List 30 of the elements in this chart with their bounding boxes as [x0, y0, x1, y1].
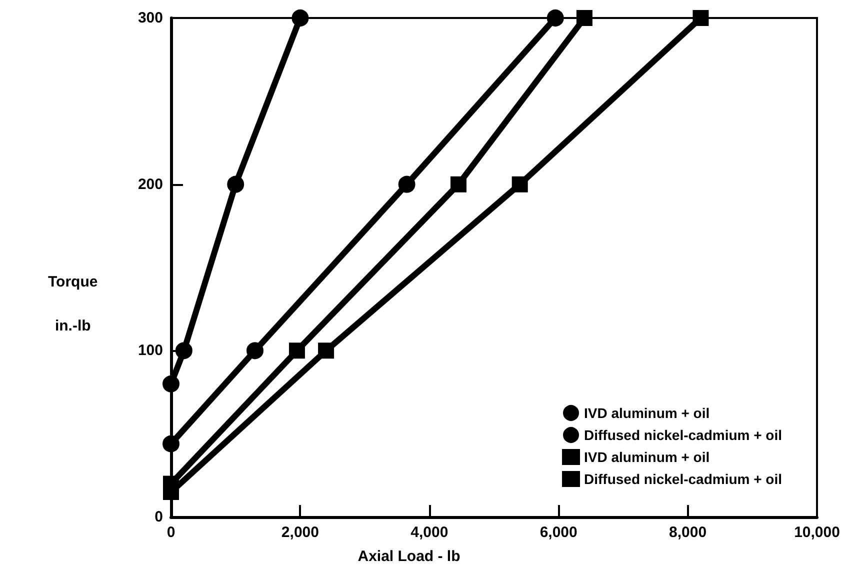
x-tick-label: 6,000 [540, 524, 578, 541]
legend-label: IVD aluminum + oil [584, 449, 710, 465]
point [175, 342, 192, 360]
y-tick-label: 300 [138, 10, 163, 26]
text: Torque in.-lb [48, 274, 98, 334]
point [162, 435, 180, 452]
x-axis-title: Axial Load - lb [358, 548, 460, 565]
y-tick-label: 0 [154, 508, 163, 526]
legend-label: Diffused nickel-cadmium + oil [584, 427, 782, 443]
point [512, 176, 528, 192]
point [292, 10, 309, 26]
point [227, 176, 244, 193]
x-tick-label: 0 [166, 524, 176, 541]
point [288, 342, 305, 359]
y-tick-label: 100 [138, 342, 163, 360]
x-tick-label: 10,000 [794, 524, 840, 541]
point [246, 342, 264, 360]
x-tick-label: 8,000 [669, 524, 707, 541]
x-tick-label: 4,000 [410, 524, 448, 541]
point [576, 10, 592, 26]
x-tick-label: 2,000 [281, 524, 319, 541]
point [546, 10, 564, 26]
point [398, 176, 416, 193]
y-tick-label: 200 [138, 176, 163, 193]
legend-label: Diffused nickel-cadmium + oil [584, 471, 782, 487]
point [692, 10, 709, 26]
point [318, 342, 334, 359]
point [162, 375, 180, 392]
legend-label: IVD aluminum + oil [584, 405, 710, 421]
point [450, 176, 466, 192]
